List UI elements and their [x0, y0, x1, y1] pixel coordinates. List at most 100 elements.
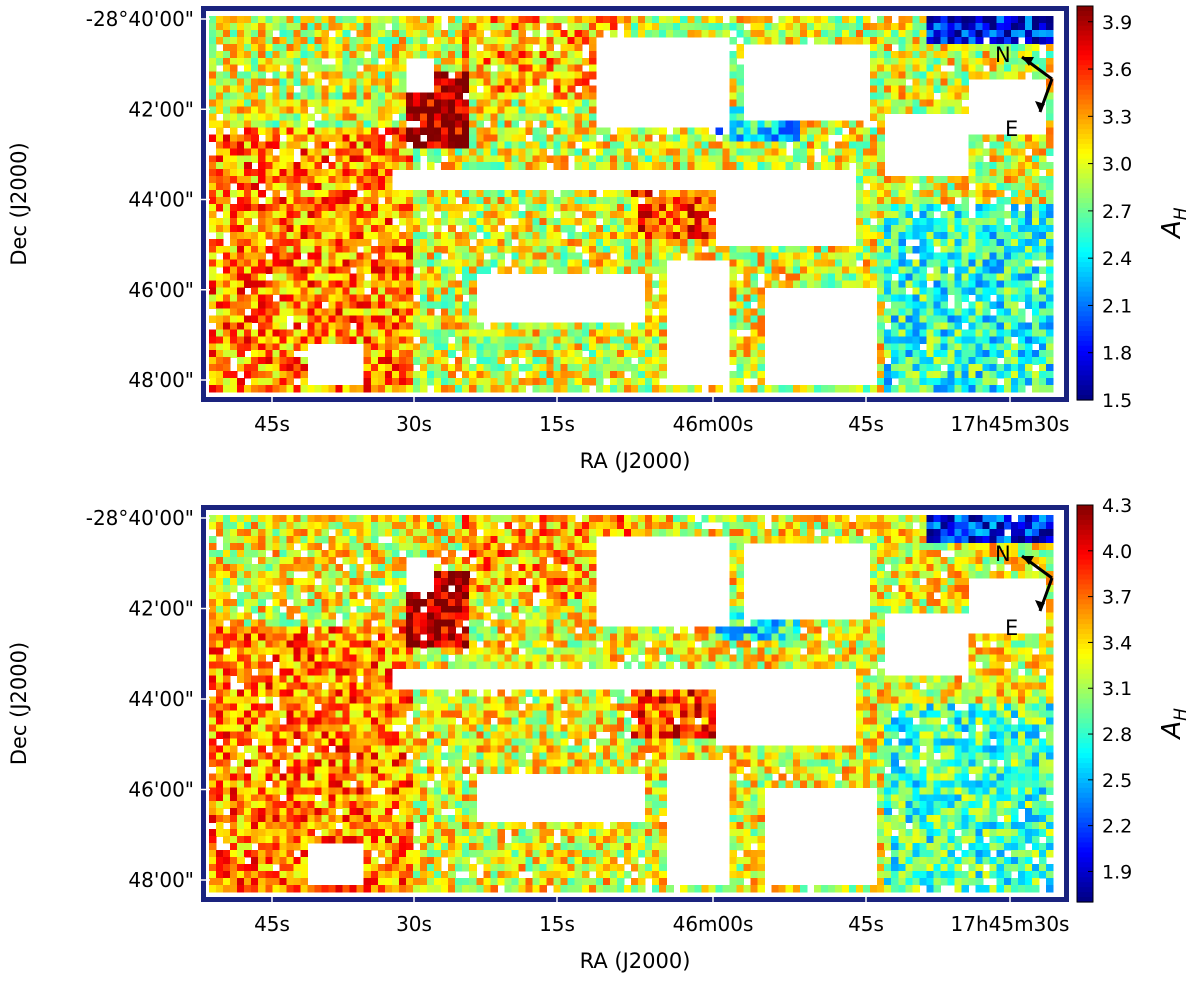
- heatmap-cell: [448, 65, 456, 73]
- heatmap-cell: [371, 120, 379, 128]
- heatmap-cell: [835, 281, 843, 289]
- heatmap-cell: [1004, 322, 1012, 330]
- heatmap-cell: [596, 162, 604, 170]
- heatmap-cell: [617, 190, 625, 198]
- heatmap-cell: [399, 315, 407, 323]
- heatmap-cell: [223, 134, 231, 142]
- heatmap-cell: [293, 239, 301, 247]
- colorbar-segment: [1077, 370, 1093, 376]
- heatmap-cell: [589, 364, 597, 372]
- heatmap-cell: [554, 322, 562, 330]
- heatmap-cell: [329, 44, 337, 52]
- heatmap-cell: [729, 148, 737, 156]
- heatmap-cell: [610, 30, 618, 38]
- heatmap-cell: [708, 239, 716, 247]
- heatmap-cell: [448, 295, 456, 303]
- heatmap-cell: [413, 134, 421, 142]
- heatmap-cell: [814, 274, 822, 282]
- heatmap-cell: [631, 350, 639, 358]
- heatmap-cell: [420, 343, 428, 351]
- heatmap-cell: [575, 218, 583, 226]
- heatmap-cell: [800, 274, 808, 282]
- heatmap-cell: [708, 529, 716, 537]
- heatmap-cell: [624, 522, 632, 530]
- heatmap-cell: [898, 350, 906, 358]
- heatmap-cell: [758, 371, 766, 379]
- heatmap-cell: [497, 65, 505, 73]
- heatmap-cell: [413, 350, 421, 358]
- heatmap-cell: [568, 378, 576, 386]
- heatmap-cell: [1039, 23, 1047, 31]
- heatmap-cell: [1039, 385, 1047, 393]
- heatmap-cell: [842, 522, 850, 530]
- colorbar-segment: [1077, 50, 1093, 56]
- heatmap-cell: [511, 260, 519, 268]
- heatmap-cell: [983, 288, 991, 296]
- heatmap-cell: [582, 322, 590, 330]
- heatmap-cell: [919, 267, 927, 275]
- heatmap-cell: [737, 113, 745, 121]
- heatmap-cell: [631, 211, 639, 219]
- heatmap-cell: [392, 120, 400, 128]
- heatmap-cell: [568, 148, 576, 156]
- heatmap-cell: [350, 515, 358, 523]
- heatmap-cell: [1032, 197, 1040, 205]
- heatmap-cell: [659, 267, 667, 275]
- heatmap-cell: [962, 378, 970, 386]
- heatmap-cell: [230, 93, 238, 101]
- heatmap-cell: [722, 246, 730, 254]
- heatmap-cell: [891, 357, 899, 365]
- heatmap-cell: [329, 93, 337, 101]
- heatmap-cell: [554, 336, 562, 344]
- heatmap-cell: [371, 218, 379, 226]
- heatmap-cell: [258, 37, 266, 45]
- heatmap-cell: [1011, 371, 1019, 379]
- heatmap-cell: [1025, 37, 1033, 45]
- heatmap-cell: [870, 155, 878, 163]
- heatmap-cell: [680, 190, 688, 198]
- heatmap-cell: [863, 274, 871, 282]
- heatmap-cell: [758, 515, 766, 523]
- heatmap-cell: [631, 30, 639, 38]
- heatmap-cell: [814, 162, 822, 170]
- heatmap-cell: [1025, 134, 1033, 142]
- heatmap-cell: [624, 155, 632, 163]
- heatmap-cell: [1011, 37, 1019, 45]
- heatmap-cell: [490, 204, 498, 212]
- heatmap-cell: [926, 65, 934, 73]
- heatmap-cell: [582, 211, 590, 219]
- heatmap-cell: [392, 37, 400, 45]
- heatmap-cell: [406, 190, 414, 198]
- heatmap-cell: [357, 183, 365, 191]
- heatmap-cell: [216, 16, 224, 24]
- heatmap-cell: [990, 162, 998, 170]
- heatmap-cell: [1039, 37, 1047, 45]
- heatmap-cell: [518, 267, 526, 275]
- heatmap-cell: [364, 183, 372, 191]
- heatmap-cell: [483, 16, 491, 24]
- heatmap-cell: [504, 350, 512, 358]
- heatmap-cell: [666, 218, 674, 226]
- heatmap-cell: [300, 211, 308, 219]
- heatmap-cell: [293, 127, 301, 135]
- heatmap-cell: [244, 16, 252, 24]
- heatmap-cell: [413, 343, 421, 351]
- heatmap-cell: [272, 357, 280, 365]
- heatmap-cell: [244, 315, 252, 323]
- heatmap-cell: [547, 529, 555, 537]
- heatmap-cell: [568, 343, 576, 351]
- heatmap-cell: [990, 169, 998, 177]
- heatmap-cell: [589, 211, 597, 219]
- heatmap-cell: [216, 239, 224, 247]
- heatmap-cell: [884, 522, 892, 530]
- heatmap-cell: [589, 357, 597, 365]
- heatmap-cell: [631, 155, 639, 163]
- heatmap-cell: [737, 295, 745, 303]
- heatmap-cell: [511, 148, 519, 156]
- heatmap-cell: [357, 197, 365, 205]
- heatmap-cell: [575, 51, 583, 59]
- heatmap-cell: [1018, 239, 1026, 247]
- heatmap-cell: [603, 329, 611, 337]
- heatmap-cell: [891, 190, 899, 198]
- heatmap-cell: [617, 529, 625, 537]
